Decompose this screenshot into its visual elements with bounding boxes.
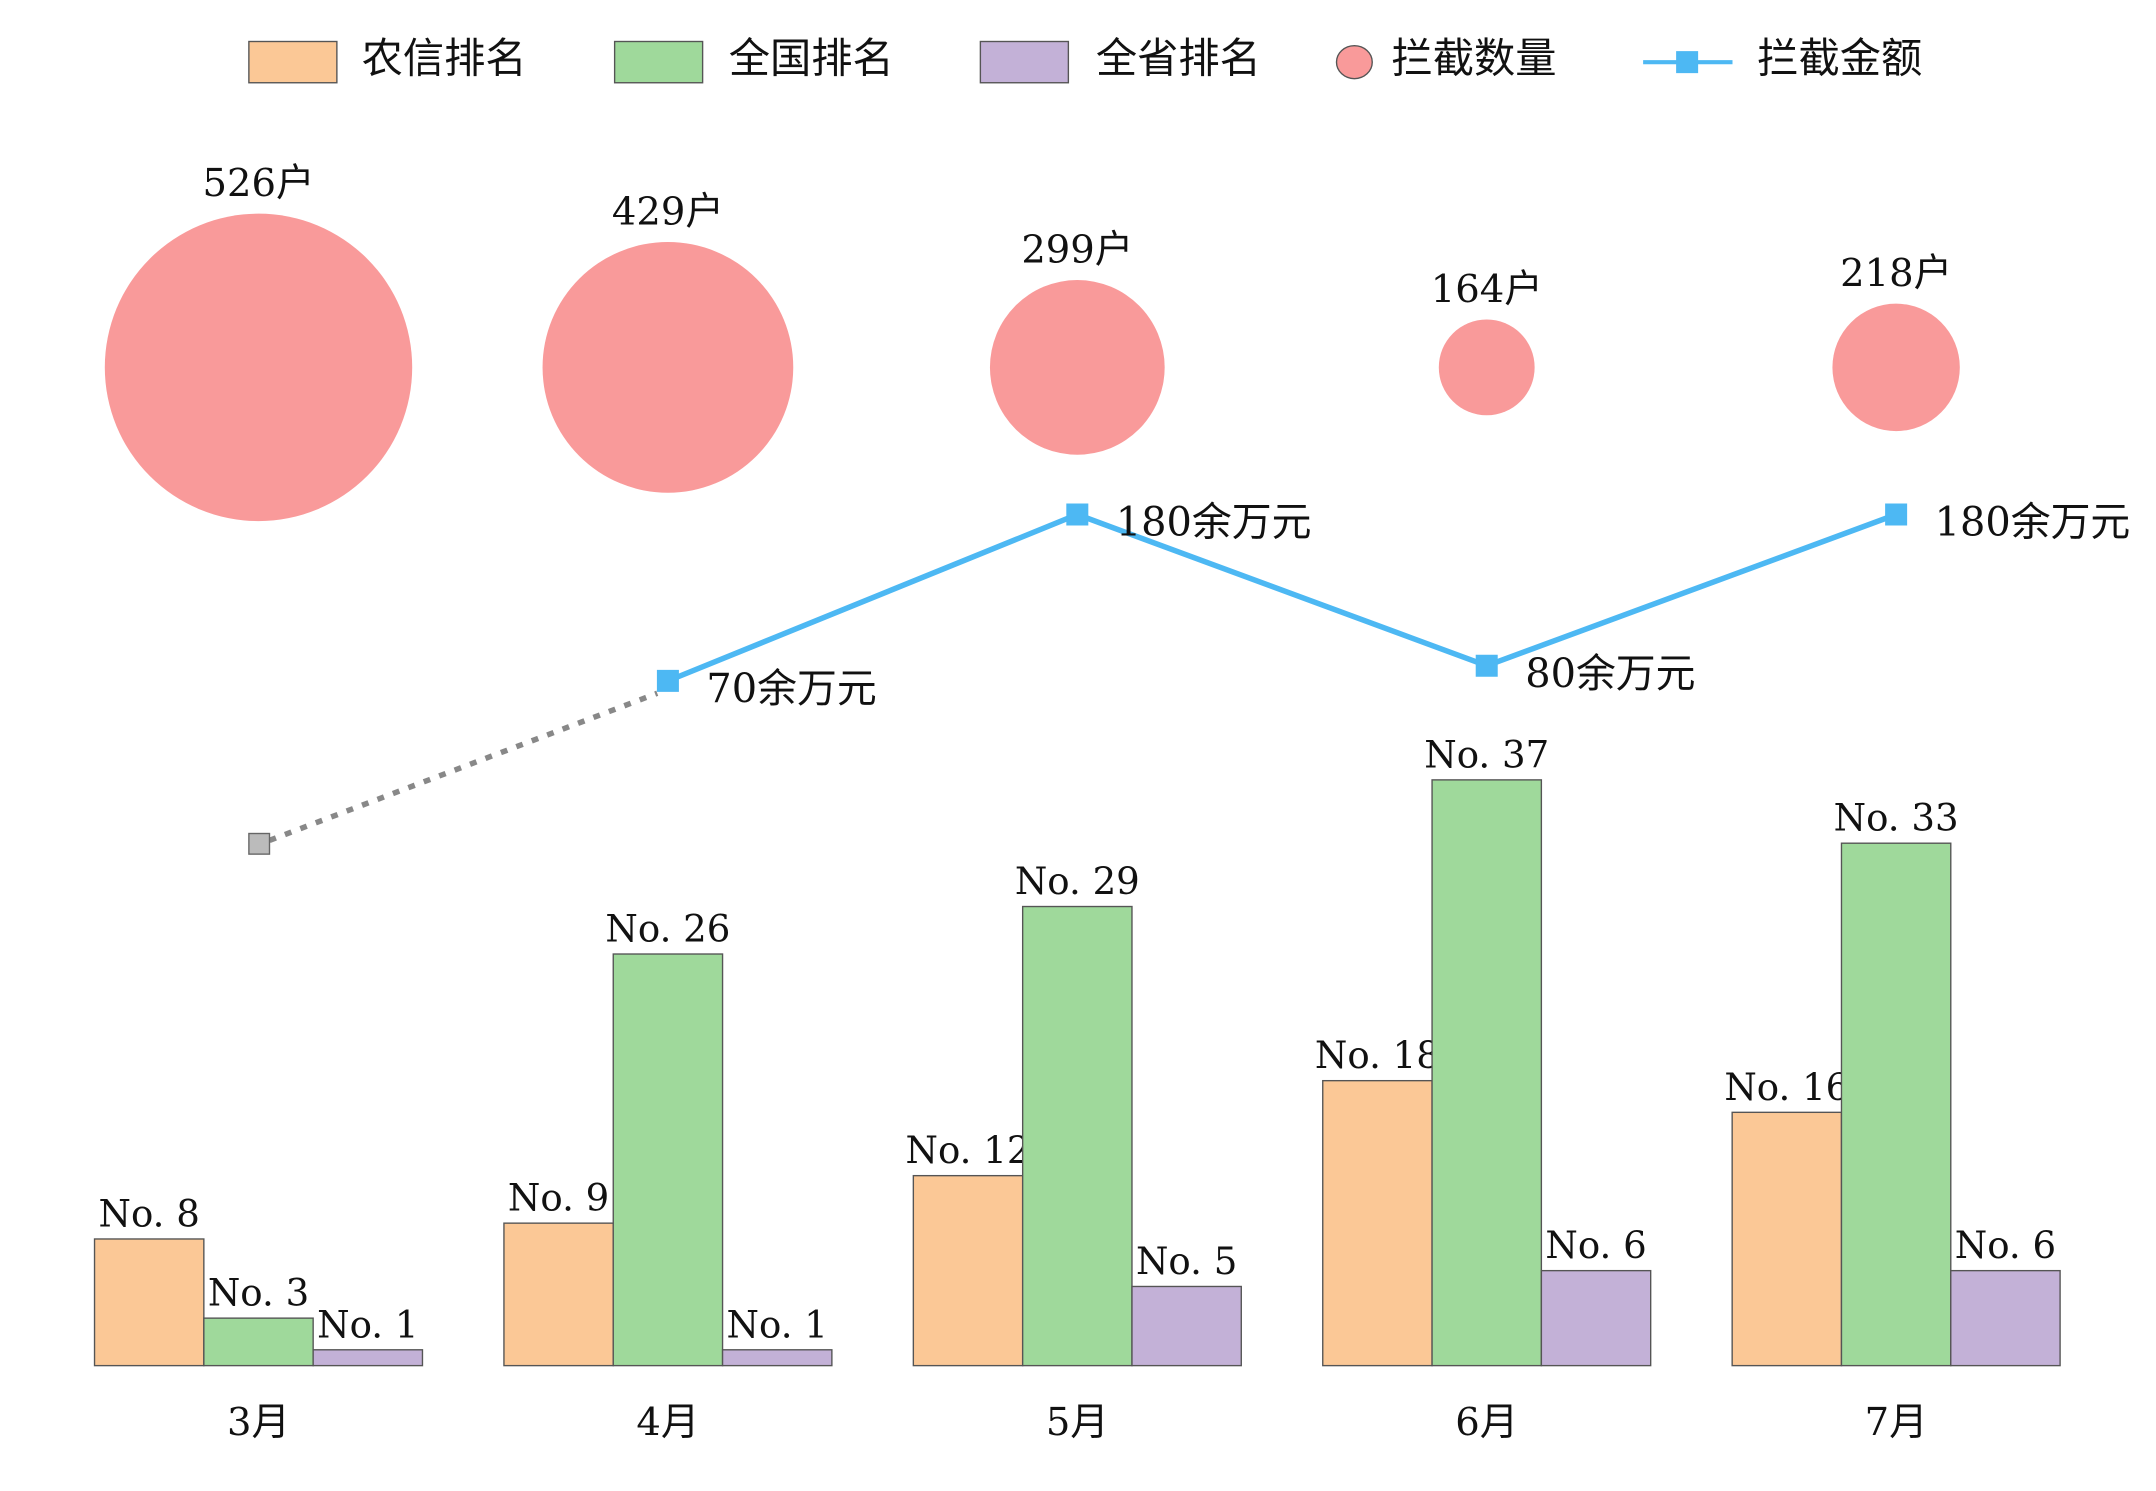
- bubble: [104, 213, 413, 522]
- bar: [203, 1317, 314, 1367]
- x-tick-label: 6月: [1455, 1400, 1518, 1445]
- bar: [93, 1238, 205, 1367]
- placeholder-line: [268, 690, 659, 843]
- placeholder-marker: [248, 832, 271, 855]
- x-tick-label: 3月: [227, 1400, 290, 1445]
- bubble-label: 526户: [203, 161, 315, 206]
- legend-label: 全国排名: [729, 35, 894, 83]
- legend-label: 全省排名: [1096, 35, 1261, 83]
- bar: [1431, 779, 1543, 1367]
- legend-label: 拦截金额: [1757, 35, 1922, 83]
- line-marker: [1066, 503, 1089, 526]
- line-marker: [1475, 654, 1498, 677]
- bar-label: No. 18: [1315, 1034, 1440, 1077]
- line: [666, 511, 1898, 684]
- bubble: [989, 280, 1165, 455]
- bar-label: No. 29: [1015, 860, 1140, 903]
- bubble: [1438, 319, 1535, 416]
- bar-label: No. 1: [317, 1303, 418, 1346]
- bar-label: No. 5: [1136, 1240, 1237, 1283]
- legend-label: 拦截数量: [1392, 35, 1557, 83]
- legend-swatch: [1335, 44, 1373, 80]
- bar: [1021, 905, 1133, 1367]
- bar-label: No. 12: [906, 1129, 1031, 1172]
- legend-swatch: [979, 40, 1070, 84]
- bar: [503, 1222, 614, 1367]
- bubble-label: 299户: [1021, 228, 1133, 273]
- bar-label: No. 37: [1424, 733, 1549, 776]
- bar-label: No. 6: [1545, 1224, 1646, 1267]
- bar-label: No. 9: [508, 1177, 609, 1220]
- legend-swatch: [613, 40, 704, 84]
- bar: [1731, 1111, 1843, 1367]
- bubble-label: 164户: [1431, 267, 1543, 312]
- x-tick-label: 5月: [1046, 1400, 1109, 1445]
- bar-label: No. 26: [605, 908, 730, 951]
- bar: [1840, 842, 1952, 1367]
- line-label: 180余万元: [1116, 500, 1312, 546]
- line-label: 70余万元: [706, 666, 876, 712]
- bar: [912, 1174, 1024, 1367]
- bubble: [1832, 303, 1960, 432]
- bar-label: No. 33: [1834, 797, 1959, 840]
- bar-label: No. 8: [99, 1192, 200, 1235]
- bar: [612, 953, 724, 1367]
- line-marker: [656, 669, 679, 692]
- bar: [1540, 1269, 1652, 1367]
- x-tick-label: 7月: [1865, 1400, 1928, 1445]
- legend-swatch: [1676, 51, 1699, 74]
- bubble-label: 429户: [612, 190, 724, 235]
- bar-label: No. 1: [727, 1303, 828, 1346]
- bubble-label: 218户: [1840, 251, 1952, 296]
- bar-label: No. 6: [1955, 1224, 2056, 1267]
- bar: [721, 1349, 833, 1367]
- bar: [1322, 1079, 1433, 1367]
- bar: [1131, 1285, 1242, 1367]
- bar: [312, 1349, 424, 1367]
- bar: [1950, 1269, 2061, 1367]
- bar-label: No. 3: [208, 1272, 309, 1315]
- line-marker: [1885, 503, 1908, 526]
- line-label: 80余万元: [1525, 651, 1695, 697]
- bubble: [542, 242, 794, 493]
- line-label: 180余万元: [1935, 500, 2131, 546]
- bar-label: No. 16: [1724, 1066, 1849, 1109]
- legend-swatch: [248, 40, 338, 84]
- x-tick-label: 4月: [636, 1400, 699, 1445]
- legend-label: 农信排名: [362, 35, 527, 83]
